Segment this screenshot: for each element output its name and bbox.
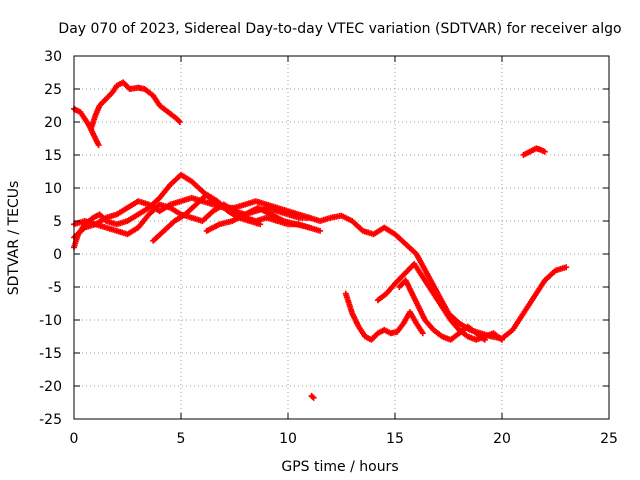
series-arc-d [150, 191, 264, 244]
x-tick-label: 25 [600, 431, 618, 447]
x-axis-label: GPS time / hours [281, 459, 398, 475]
x-tick-label: 5 [177, 431, 186, 447]
axis-ticks [73, 55, 610, 420]
y-tick-label: 25 [44, 82, 62, 98]
series-arc-e [203, 204, 313, 234]
y-tick-label: 30 [44, 49, 62, 65]
data-point [306, 214, 313, 221]
x-tick-label: 20 [493, 431, 511, 447]
x-tick-label: 0 [70, 431, 79, 447]
y-tick-label: -25 [39, 412, 62, 428]
y-tick-label: -5 [48, 280, 62, 296]
chart-title: Day 070 of 2023, Sidereal Day-to-day VTE… [58, 21, 621, 37]
data-point [309, 393, 316, 400]
series-arc-h [396, 277, 488, 343]
data-point [419, 330, 426, 337]
y-tick-label: 10 [44, 181, 62, 197]
series-arc-f [342, 290, 426, 343]
series-arc-early-high [71, 105, 102, 149]
data-point [257, 221, 264, 228]
data-point [310, 394, 317, 401]
series-arc-high-hump [88, 79, 183, 132]
data-point [541, 148, 548, 155]
series-arc-isolated [308, 392, 317, 401]
plot-frame [73, 55, 610, 420]
data-point [499, 336, 505, 343]
tick-labels: 0 5 10 15 20 25 -25 -20 -15 -10 -5 0 5 10 15 20 25 30 [39, 49, 618, 447]
data-point [317, 227, 324, 234]
y-axis-label: SDTVAR / TECUs [6, 181, 22, 296]
data-points [71, 79, 570, 401]
y-tick-label: -20 [39, 379, 62, 395]
data-point [481, 336, 488, 343]
y-tick-label: 5 [53, 214, 62, 230]
y-tick-label: 20 [44, 115, 62, 131]
x-tick-label: 15 [386, 431, 404, 447]
y-tick-label: 15 [44, 148, 62, 164]
x-tick-label: 10 [279, 431, 297, 447]
data-point [563, 264, 570, 271]
series-arc-small-high [520, 145, 548, 158]
y-tick-label: -10 [39, 313, 62, 329]
data-point [175, 117, 182, 124]
y-tick-label: -15 [39, 346, 62, 362]
data-point [306, 224, 313, 231]
y-tick-label: 0 [53, 247, 62, 263]
data-point [95, 142, 102, 149]
data-point [176, 119, 183, 125]
grid-lines [74, 56, 609, 419]
